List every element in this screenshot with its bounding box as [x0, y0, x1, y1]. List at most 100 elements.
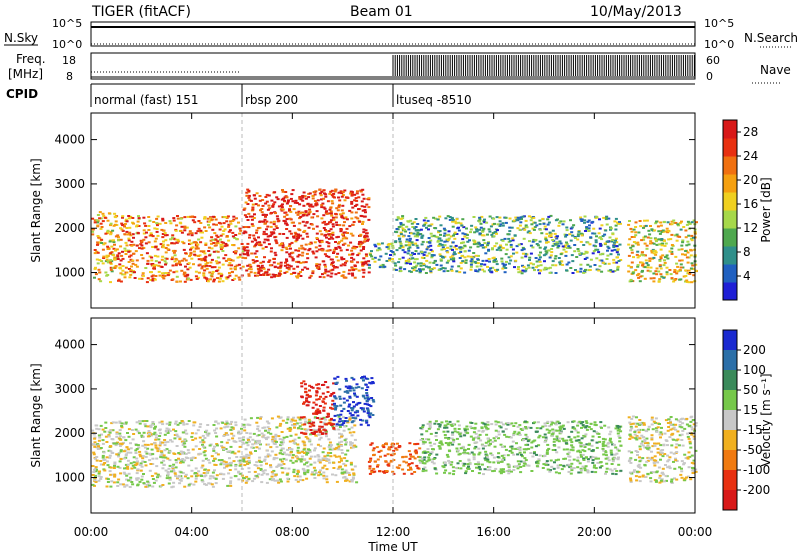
data-cell: [254, 274, 257, 277]
data-cell: [138, 277, 142, 280]
data-cell: [323, 263, 327, 266]
data-cell: [371, 381, 375, 383]
data-cell: [492, 456, 496, 459]
data-cell: [265, 420, 269, 423]
data-cell: [94, 467, 98, 470]
data-cell: [208, 444, 212, 447]
data-cell: [598, 242, 602, 245]
data-cell: [205, 429, 209, 432]
data-cell: [488, 439, 492, 442]
data-cell: [253, 197, 257, 200]
data-cell: [141, 444, 145, 447]
data-cell: [150, 475, 154, 477]
data-cell: [138, 422, 142, 425]
data-cell: [450, 216, 454, 219]
data-cell: [300, 416, 303, 419]
data-cell: [156, 255, 160, 258]
data-cell: [190, 459, 194, 462]
data-cell: [554, 219, 558, 222]
data-cell: [482, 239, 486, 242]
data-cell: [333, 402, 336, 405]
data-cell: [409, 453, 412, 456]
data-cell: [370, 255, 374, 258]
data-cell: [351, 206, 355, 209]
data-cell: [140, 244, 144, 247]
data-cell: [395, 249, 399, 252]
data-cell: [321, 432, 324, 435]
data-cell: [344, 437, 348, 440]
data-cell: [428, 424, 432, 427]
data-cell: [398, 237, 402, 240]
data-cell: [610, 249, 614, 252]
data-cell: [309, 241, 313, 244]
data-cell: [486, 468, 490, 471]
data-cell: [613, 248, 617, 251]
data-cell: [312, 252, 316, 255]
data-cell: [354, 197, 358, 200]
data-cell: [219, 243, 223, 246]
data-cell: [281, 208, 285, 211]
data-cell: [344, 216, 348, 219]
data-cell: [230, 420, 234, 423]
data-cell: [291, 258, 295, 260]
data-cell: [161, 456, 165, 459]
data-cell: [397, 217, 401, 220]
data-cell: [101, 220, 105, 223]
data-cell: [565, 439, 569, 442]
data-cell: [130, 429, 134, 431]
data-cell: [371, 399, 375, 401]
data-cell: [617, 253, 620, 256]
data-cell: [224, 432, 228, 435]
data-cell: [270, 247, 273, 250]
data-cell: [333, 396, 337, 399]
data-cell: [596, 248, 600, 251]
data-cell: [217, 266, 221, 269]
data-cell: [413, 450, 417, 453]
data-cell: [340, 239, 344, 242]
data-cell: [153, 240, 157, 243]
data-cell: [118, 466, 122, 469]
data-cell: [332, 218, 336, 221]
data-cell: [119, 227, 123, 230]
data-cell: [297, 253, 301, 256]
data-cell: [296, 471, 300, 473]
data-cell: [452, 234, 455, 237]
data-cell: [530, 446, 534, 449]
data-cell: [178, 453, 182, 456]
data-cell: [579, 451, 582, 454]
data-cell: [139, 469, 143, 472]
data-cell: [292, 416, 296, 419]
data-cell: [353, 193, 357, 196]
data-cell: [525, 464, 529, 467]
data-cell: [495, 232, 498, 235]
data-cell: [468, 239, 471, 242]
data-cell: [306, 450, 310, 453]
data-cell: [410, 472, 414, 475]
data-cell: [102, 257, 106, 259]
data-cell: [291, 189, 295, 192]
data-cell: [649, 242, 652, 245]
data-cell: [680, 259, 684, 262]
data-cell: [251, 203, 255, 206]
data-cell: [166, 440, 170, 443]
data-cell: [353, 276, 357, 279]
data-cell: [538, 246, 542, 249]
data-cell: [301, 211, 304, 214]
data-cell: [423, 251, 427, 254]
data-cell: [420, 251, 424, 254]
data-cell: [267, 194, 271, 197]
data-cell: [232, 440, 236, 443]
data-cell: [112, 239, 115, 242]
data-cell: [155, 447, 159, 450]
data-cell: [445, 234, 449, 237]
data-cell: [194, 475, 198, 478]
data-cell: [122, 436, 126, 439]
data-cell: [344, 464, 348, 467]
data-cell: [449, 258, 453, 261]
data-cell: [426, 448, 430, 451]
data-cell: [421, 234, 425, 237]
data-cell: [409, 466, 412, 469]
data-cell: [576, 435, 580, 438]
data-cell: [104, 435, 108, 438]
data-cell: [350, 478, 354, 481]
